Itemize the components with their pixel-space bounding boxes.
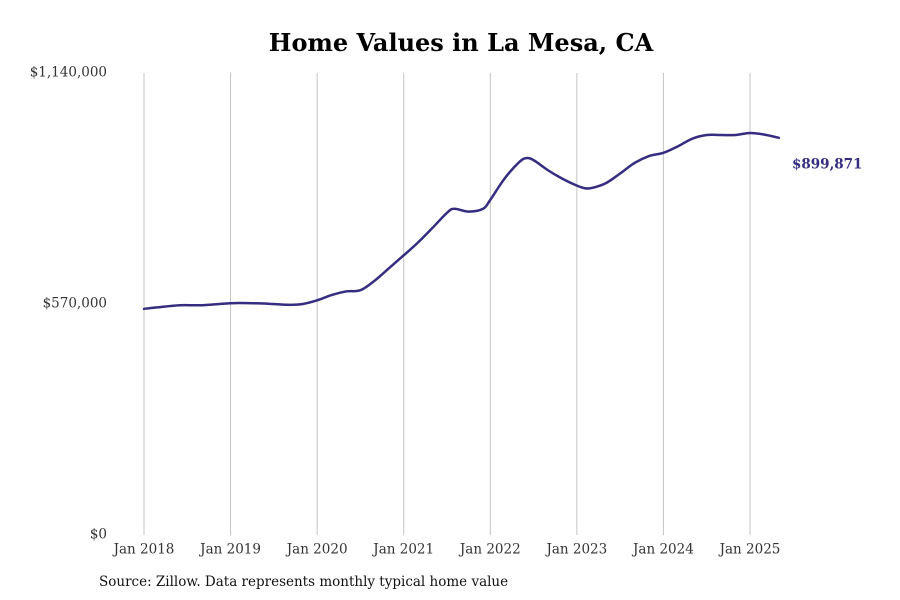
y-tick-label: $570,000 bbox=[43, 296, 107, 312]
y-tick-label: $1,140,000 bbox=[30, 65, 107, 81]
x-tick-label: Jan 2021 bbox=[371, 542, 434, 558]
end-value-label-layer: $899,871 bbox=[792, 157, 862, 173]
chart-source-note: Source: Zillow. Data represents monthly … bbox=[99, 574, 509, 590]
x-tick-label: Jan 2024 bbox=[631, 542, 694, 558]
x-tick-label: Jan 2025 bbox=[718, 542, 781, 558]
end-value-label: $899,871 bbox=[792, 157, 862, 173]
chart-title: Home Values in La Mesa, CA bbox=[268, 28, 654, 57]
y-tick-label: $0 bbox=[90, 527, 107, 543]
series-line-0 bbox=[142, 131, 781, 311]
x-tick-label: Jan 2023 bbox=[544, 542, 607, 558]
x-tick-label: Jan 2022 bbox=[458, 542, 521, 558]
x-tick-label: Jan 2018 bbox=[112, 542, 175, 558]
x-tick-label: Jan 2019 bbox=[198, 542, 261, 558]
series-layer bbox=[142, 131, 781, 311]
y-axis-labels: $0 $570,000 $1,140,000 bbox=[30, 65, 107, 543]
x-tick-label: Jan 2020 bbox=[285, 542, 348, 558]
x-axis-labels: Jan 2018 Jan 2019 Jan 2020 Jan 2021 Jan 2022… bbox=[112, 542, 781, 558]
